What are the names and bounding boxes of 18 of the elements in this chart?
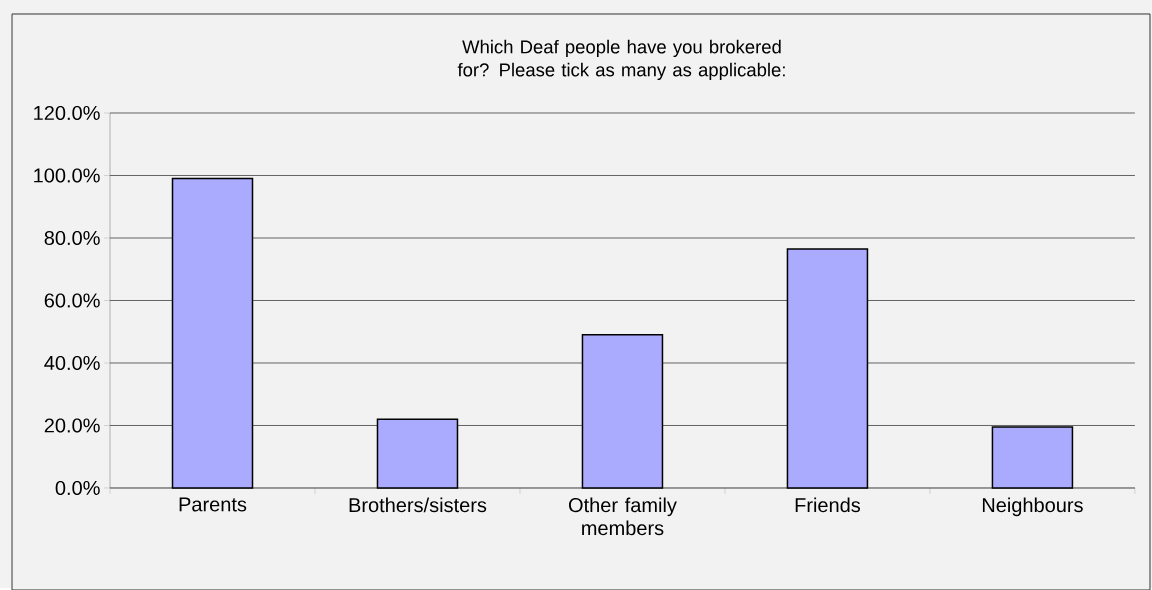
bar [786,247,869,489]
y-tick-label: 100.0% [34,168,100,183]
y-tick-label: 80.0% [44,230,100,245]
y-tick-label: 20.0% [44,418,100,433]
y-tick-label: 0.0% [55,480,100,495]
x-tick-label: Other family members [568,497,677,535]
bar [171,177,254,489]
bar [581,333,664,489]
bar [991,426,1074,489]
y-tick-label: 60.0% [44,293,100,308]
x-tick-label: Friends [795,497,861,512]
chart-title: Which Deaf people have you brokered for? Please tick as many as applicable: [457,39,785,80]
y-tick-label: 40.0% [44,355,100,370]
y-tick-label: 120.0% [34,105,100,120]
x-tick-label: Parents [179,497,247,512]
x-tick-label: Brothers/sisters [349,497,487,512]
bar [376,418,459,489]
x-tick-label: Neighbours [982,497,1083,516]
